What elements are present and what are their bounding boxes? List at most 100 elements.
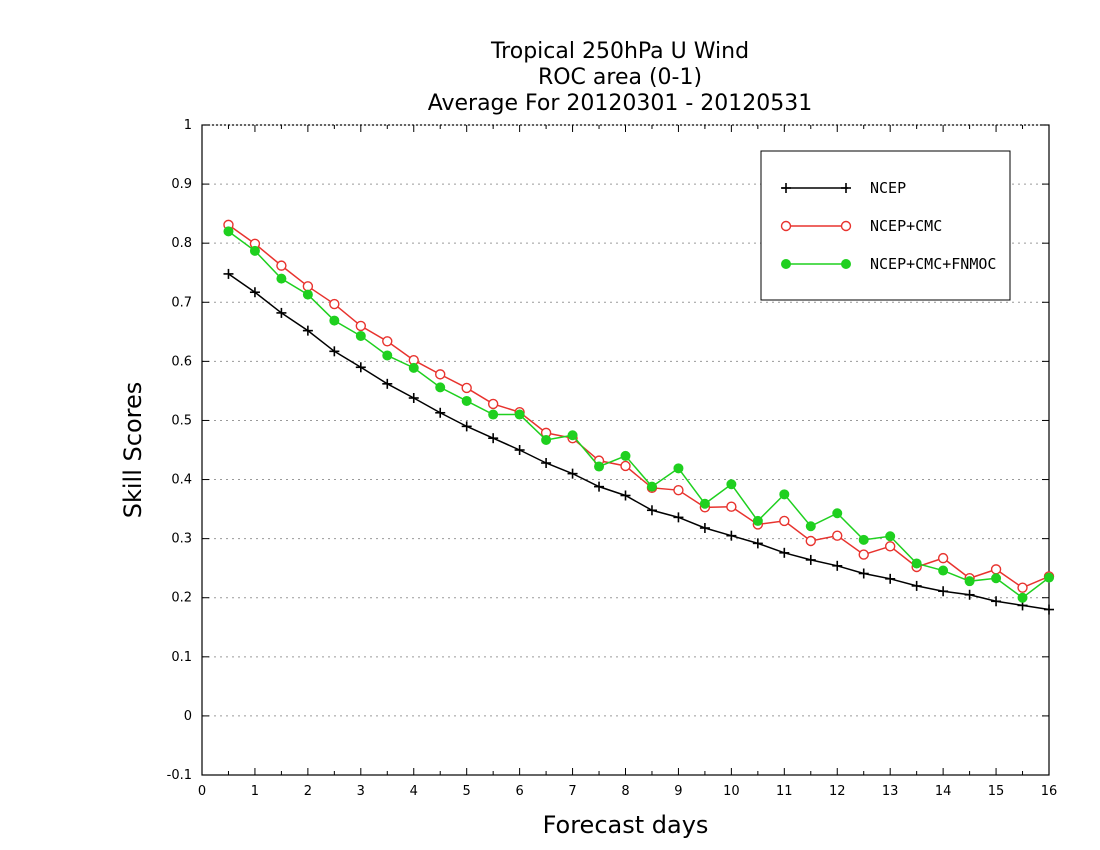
data-point	[461, 382, 472, 394]
legend-item: NCEP+CMC+FNMOC	[781, 255, 996, 273]
x-tick-label: 6	[515, 784, 523, 799]
data-point	[964, 576, 975, 587]
y-tick-label: 0.9	[171, 177, 192, 192]
data-point	[673, 463, 684, 474]
data-point	[779, 515, 790, 527]
x-tick-label: 9	[674, 784, 682, 799]
data-point	[858, 534, 869, 545]
data-point	[435, 382, 446, 393]
y-tick-label: -0.1	[167, 768, 192, 783]
data-series	[223, 219, 1055, 615]
data-point	[938, 565, 949, 576]
data-point	[276, 273, 287, 284]
data-point	[779, 489, 790, 500]
x-tick-label: 14	[935, 784, 952, 799]
x-tick-label: 15	[988, 784, 1005, 799]
x-tick-label: 1	[251, 784, 259, 799]
y-tick-label: 0.2	[171, 591, 192, 606]
data-point	[991, 573, 1002, 584]
legend-label: NCEP+CMC	[870, 217, 942, 235]
data-point	[699, 498, 710, 509]
legend-label: NCEP	[870, 179, 906, 197]
x-tick-label: 3	[357, 784, 365, 799]
data-point	[302, 281, 314, 292]
data-point	[435, 369, 446, 380]
data-point	[832, 530, 843, 541]
axis-ticks: -0.100.10.20.30.40.50.60.70.80.910 1 2 3 4 5 6…	[167, 118, 1058, 799]
data-point	[594, 461, 605, 472]
data-point	[726, 479, 737, 490]
series-ncep-cmc-fnmoc	[223, 226, 1054, 603]
data-point	[620, 460, 631, 472]
data-point	[488, 409, 499, 420]
data-point	[805, 521, 816, 532]
y-tick-label: 0.7	[171, 295, 192, 310]
data-point	[541, 434, 552, 445]
data-point	[567, 430, 578, 441]
data-point	[726, 501, 737, 512]
chart-title-line: Tropical 250hPa U Wind	[490, 39, 749, 64]
legend: NCEP NCEP+CMC NCEP+CMC+FNMOC	[760, 150, 1011, 301]
y-tick-label: 0.4	[171, 473, 192, 488]
series-line	[228, 230, 1050, 599]
data-point	[673, 484, 684, 496]
x-tick-label: 4	[410, 784, 418, 799]
data-point	[329, 315, 340, 326]
data-point	[355, 320, 367, 332]
data-point	[885, 531, 896, 542]
data-point	[276, 260, 287, 271]
data-point	[1017, 582, 1028, 593]
legend-marker	[780, 220, 792, 232]
y-tick-label: 0	[184, 709, 192, 724]
legend-marker	[840, 220, 852, 232]
data-point	[1044, 572, 1054, 583]
y-tick-label: 0.3	[171, 532, 192, 547]
data-point	[1017, 592, 1028, 603]
data-point	[937, 552, 949, 564]
data-point	[487, 398, 499, 410]
chart-title-line: ROC area (0-1)	[538, 65, 702, 90]
data-point	[408, 362, 419, 373]
x-axis-label: Forecast days	[543, 811, 709, 839]
data-point	[382, 350, 393, 361]
data-point	[858, 549, 869, 560]
data-point	[329, 298, 340, 310]
data-point	[223, 226, 234, 237]
data-point	[302, 289, 313, 300]
x-tick-label: 7	[568, 784, 576, 799]
y-tick-label: 1	[184, 118, 192, 133]
y-axis-label: Skill Scores	[119, 382, 147, 519]
data-point	[461, 395, 472, 406]
x-tick-label: 11	[776, 784, 793, 799]
chart-title-line: Average For 20120301 - 20120531	[428, 91, 813, 116]
data-point	[355, 330, 366, 341]
x-tick-label: 5	[463, 784, 471, 799]
y-tick-label: 0.1	[171, 650, 192, 665]
x-tick-label: 0	[198, 784, 206, 799]
legend-label: NCEP+CMC+FNMOC	[870, 255, 996, 273]
data-point	[884, 541, 896, 552]
data-point	[832, 508, 843, 519]
legend-item: NCEP+CMC	[780, 217, 942, 235]
legend-item: NCEP	[781, 179, 906, 197]
legend-marker	[841, 259, 851, 269]
data-point	[911, 558, 922, 569]
series-ncep	[223, 268, 1054, 615]
x-tick-label: 13	[882, 784, 899, 799]
x-tick-label: 8	[621, 784, 629, 799]
x-tick-label: 2	[304, 784, 312, 799]
legend-marker	[781, 259, 791, 269]
y-tick-label: 0.5	[171, 413, 192, 428]
data-point	[990, 564, 1002, 575]
data-point	[752, 515, 763, 526]
y-tick-label: 0.6	[171, 354, 192, 369]
data-point	[805, 535, 816, 547]
y-tick-label: 0.8	[171, 236, 192, 251]
x-tick-label: 16	[1041, 784, 1058, 799]
x-tick-label: 10	[723, 784, 740, 799]
x-tick-label: 12	[829, 784, 846, 799]
data-point	[514, 409, 525, 420]
data-point	[249, 245, 260, 256]
